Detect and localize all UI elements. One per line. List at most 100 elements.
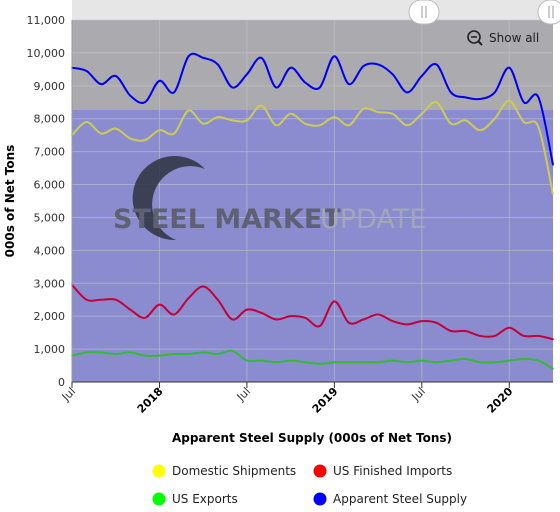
data-point-apparent-steel-supply	[246, 73, 248, 76]
data-point-apparent-steel-supply	[479, 98, 481, 100]
data-point-us-finished-imports	[537, 335, 540, 337]
data-point-us-finished-imports	[100, 298, 102, 301]
data-point-domestic-shipments	[333, 116, 336, 118]
legend-label: Domestic Shipments	[172, 464, 296, 478]
data-point-us-finished-imports	[391, 320, 394, 322]
y-tick-label: 2,000	[34, 310, 66, 323]
legend-item-domestic-shipments[interactable]: Domestic Shipments	[152, 464, 297, 478]
data-point-domestic-shipments	[114, 127, 117, 130]
slider-handle-right[interactable]	[537, 0, 560, 25]
data-point-apparent-steel-supply	[508, 66, 511, 69]
data-point-us-finished-imports	[333, 300, 336, 303]
data-point-us-finished-imports	[318, 325, 321, 327]
data-point-apparent-steel-supply	[537, 96, 540, 99]
data-point-apparent-steel-supply	[85, 70, 88, 72]
data-point-us-exports	[187, 353, 190, 355]
watermark-light-text: UPDATE	[320, 204, 426, 235]
data-point-us-exports	[275, 361, 277, 364]
data-point-us-exports	[231, 349, 234, 352]
data-point-us-exports	[85, 351, 88, 354]
data-point-domestic-shipments	[523, 121, 525, 123]
slider-handle-left[interactable]	[408, 0, 440, 25]
data-point-domestic-shipments	[362, 108, 365, 110]
data-point-domestic-shipments	[479, 129, 481, 132]
data-point-domestic-shipments	[406, 124, 409, 127]
series-line-apparent-steel-supply	[71, 52, 554, 166]
data-point-us-exports	[348, 361, 350, 364]
data-point-domestic-shipments	[275, 124, 277, 127]
legend-marker	[152, 492, 166, 506]
data-point-us-exports	[406, 361, 409, 364]
y-tick-label: 6,000	[34, 179, 66, 192]
data-point-apparent-steel-supply	[421, 75, 423, 77]
data-point-domestic-shipments	[318, 124, 321, 127]
data-point-apparent-steel-supply	[362, 65, 365, 67]
data-point-domestic-shipments	[158, 129, 161, 132]
data-point-us-exports	[435, 361, 438, 364]
data-point-apparent-steel-supply	[435, 63, 438, 66]
data-point-apparent-steel-supply	[523, 101, 525, 104]
navigator-shade	[72, 20, 553, 110]
data-point-us-finished-imports	[289, 315, 292, 317]
data-point-domestic-shipments	[289, 112, 292, 115]
data-point-us-finished-imports	[187, 297, 190, 299]
data-point-us-finished-imports	[435, 321, 438, 324]
y-tick-label: 9,000	[34, 80, 66, 93]
series-line-domestic-shipments	[71, 99, 554, 195]
x-tick-labels: Jul 2018 Jul 2019 Jul 2020	[59, 382, 516, 416]
data-point-apparent-steel-supply	[464, 96, 467, 99]
data-point-domestic-shipments	[246, 119, 248, 122]
y-tick-labels: 0 1,000 2,000 3,000 4,000 5,000 6,000 7,000 8,00…	[27, 14, 66, 389]
y-tick-label: 11,000	[27, 14, 66, 27]
data-point-us-exports	[377, 361, 379, 364]
data-point-us-exports	[523, 358, 525, 360]
data-point-us-finished-imports	[260, 312, 263, 314]
data-point-us-exports	[173, 353, 175, 355]
data-point-apparent-steel-supply	[333, 55, 336, 57]
x-tick-label: Jul	[234, 385, 253, 404]
data-point-us-finished-imports	[523, 335, 525, 337]
data-point-us-finished-imports	[231, 318, 234, 321]
y-tick-label: 4,000	[34, 244, 66, 257]
data-point-us-exports	[100, 351, 102, 354]
data-point-us-exports	[479, 361, 481, 364]
series-lines	[71, 52, 554, 370]
data-point-us-finished-imports	[450, 330, 452, 332]
show-all-button[interactable]: Show all	[462, 27, 542, 49]
data-point-apparent-steel-supply	[231, 86, 234, 89]
y-tick-label: 8,000	[34, 113, 66, 126]
data-point-us-exports	[144, 354, 146, 357]
data-point-domestic-shipments	[508, 99, 511, 102]
data-point-domestic-shipments	[435, 101, 438, 104]
series-line-us-finished-imports	[71, 284, 554, 341]
data-point-us-finished-imports	[114, 298, 117, 301]
y-tick-label: 1,000	[34, 343, 66, 356]
data-point-us-finished-imports	[202, 285, 204, 288]
data-point-us-finished-imports	[129, 308, 132, 311]
data-point-us-exports	[202, 351, 204, 354]
legend-item-us-exports[interactable]: US Exports	[152, 492, 238, 506]
x-tick-label: 2018	[135, 385, 166, 416]
watermark-swoosh	[132, 156, 205, 241]
legend-item-us-finished-imports[interactable]: US Finished Imports	[313, 464, 453, 478]
data-point-us-exports	[304, 361, 307, 364]
data-point-us-finished-imports	[377, 313, 379, 316]
data-point-apparent-steel-supply	[114, 75, 117, 77]
data-point-domestic-shipments	[216, 116, 219, 118]
data-point-apparent-steel-supply	[552, 164, 554, 166]
data-point-us-exports	[450, 359, 452, 362]
data-point-domestic-shipments	[537, 126, 540, 128]
legend-item-apparent-steel-supply[interactable]: Apparent Steel Supply	[313, 492, 468, 506]
data-point-domestic-shipments	[187, 109, 190, 112]
data-point-apparent-steel-supply	[289, 66, 292, 69]
data-point-apparent-steel-supply	[318, 86, 321, 89]
data-point-apparent-steel-supply	[158, 80, 161, 82]
data-point-us-finished-imports	[275, 318, 277, 321]
legend-label: US Finished Imports	[333, 464, 452, 478]
scrollbar-track[interactable]	[72, 0, 553, 20]
data-point-us-exports	[318, 363, 321, 365]
x-tick-label: 2020	[485, 385, 516, 416]
data-point-apparent-steel-supply	[216, 63, 219, 66]
data-point-us-finished-imports	[508, 326, 511, 329]
data-point-domestic-shipments	[552, 193, 554, 196]
